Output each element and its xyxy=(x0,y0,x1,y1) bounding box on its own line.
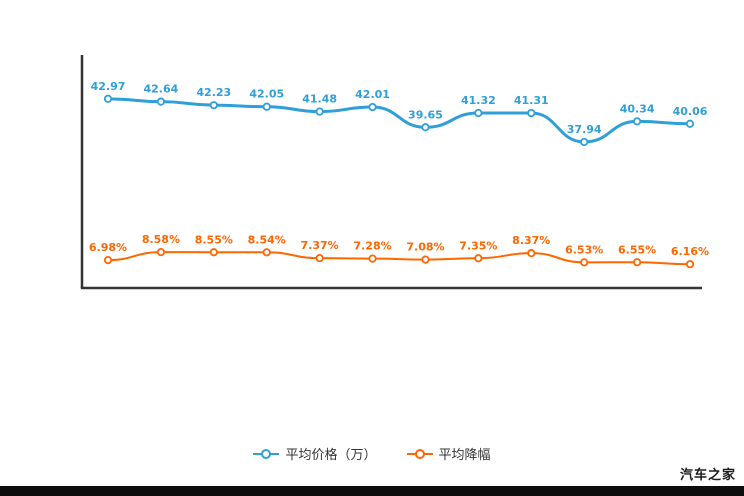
avg-price-data-label: 42.23 xyxy=(196,86,231,99)
avg-discount-data-label: 6.55% xyxy=(618,243,656,256)
legend-item-avg-price[interactable]: 平均价格（万） xyxy=(253,444,377,463)
avg-price-data-point-marker xyxy=(632,117,642,126)
avg-discount-data-label: 7.37% xyxy=(301,239,339,252)
avg-price-data-label: 40.34 xyxy=(620,102,655,115)
avg-discount-data-label: 7.08% xyxy=(406,241,444,254)
line-chart-canvas: 42.97 42.64 42.23 42.05 41.48 42.01 39.65 41.32… xyxy=(80,55,709,290)
avg-price-data-point-marker xyxy=(580,137,589,147)
avg-price-data-point-marker xyxy=(474,108,483,118)
avg-price-data-point-marker xyxy=(315,107,324,116)
avg-discount-data-point-marker xyxy=(580,258,589,267)
avg-price-data-point-marker xyxy=(209,101,218,110)
avg-price-data-label: 42.01 xyxy=(355,88,390,101)
legend-item-avg-discount[interactable]: 平均降幅 xyxy=(406,444,491,463)
avg-discount-data-point-marker xyxy=(209,248,218,257)
avg-discount-data-point-marker xyxy=(685,260,695,269)
avg-price-data-label: 40.06 xyxy=(673,105,708,118)
avg-discount-line xyxy=(107,251,691,266)
avg-price-data-label: 42.64 xyxy=(144,83,179,96)
avg-price-data-label: 37.94 xyxy=(567,123,602,136)
legend-label-avg-discount: 平均降幅 xyxy=(438,448,491,463)
avg-price-data-point-marker xyxy=(685,119,695,128)
avg-price-data-label: 41.32 xyxy=(461,94,496,107)
bottom-bar xyxy=(0,486,744,496)
avg-discount-data-point-marker xyxy=(527,249,536,258)
avg-discount-data-label: 8.58% xyxy=(142,233,180,246)
avg-discount-data-label: 8.54% xyxy=(248,233,286,246)
avg-discount-data-label: 7.28% xyxy=(353,240,391,253)
legend-label-avg-price: 平均价格（万） xyxy=(285,448,377,463)
avg-price-data-point-marker xyxy=(527,108,536,118)
avg-discount-data-label: 6.53% xyxy=(565,243,603,256)
chart-legend: 平均价格（万） 平均降幅 xyxy=(0,444,744,463)
avg-price-data-point-marker xyxy=(156,97,166,106)
avg-price-data-label: 41.31 xyxy=(514,94,549,107)
avg-discount-data-point-marker xyxy=(156,248,166,257)
avg-discount-data-point-marker xyxy=(632,258,642,267)
avg-price-data-point-marker xyxy=(421,123,430,132)
watermark-autohome: 汽车之家 xyxy=(679,468,736,483)
avg-price-line xyxy=(106,97,692,144)
avg-discount-data-label: 6.98% xyxy=(89,241,127,254)
avg-discount-data-label: 8.37% xyxy=(512,234,550,247)
avg-price-data-label: 39.65 xyxy=(408,108,443,121)
avg-discount-data-point-marker xyxy=(368,254,377,263)
avg-price-data-point-marker xyxy=(103,94,113,103)
price-series-marker-icon xyxy=(253,448,280,459)
avg-discount-data-point-marker xyxy=(262,248,271,257)
avg-discount-data-point-marker xyxy=(421,255,430,264)
avg-price-data-label: 42.05 xyxy=(249,88,284,101)
avg-discount-data-point-marker xyxy=(474,254,483,263)
avg-discount-data-label: 6.16% xyxy=(671,245,709,258)
avg-discount-data-label: 7.35% xyxy=(459,239,497,252)
avg-price-data-point-marker xyxy=(368,102,377,112)
avg-price-data-label: 42.97 xyxy=(91,80,126,93)
avg-discount-data-point-marker xyxy=(315,254,324,263)
avg-price-data-point-marker xyxy=(262,102,271,111)
avg-price-data-label: 41.48 xyxy=(302,93,337,106)
avg-discount-data-point-marker xyxy=(103,255,113,265)
avg-discount-data-label: 8.55% xyxy=(195,233,233,246)
discount-series-marker-icon xyxy=(406,448,433,459)
